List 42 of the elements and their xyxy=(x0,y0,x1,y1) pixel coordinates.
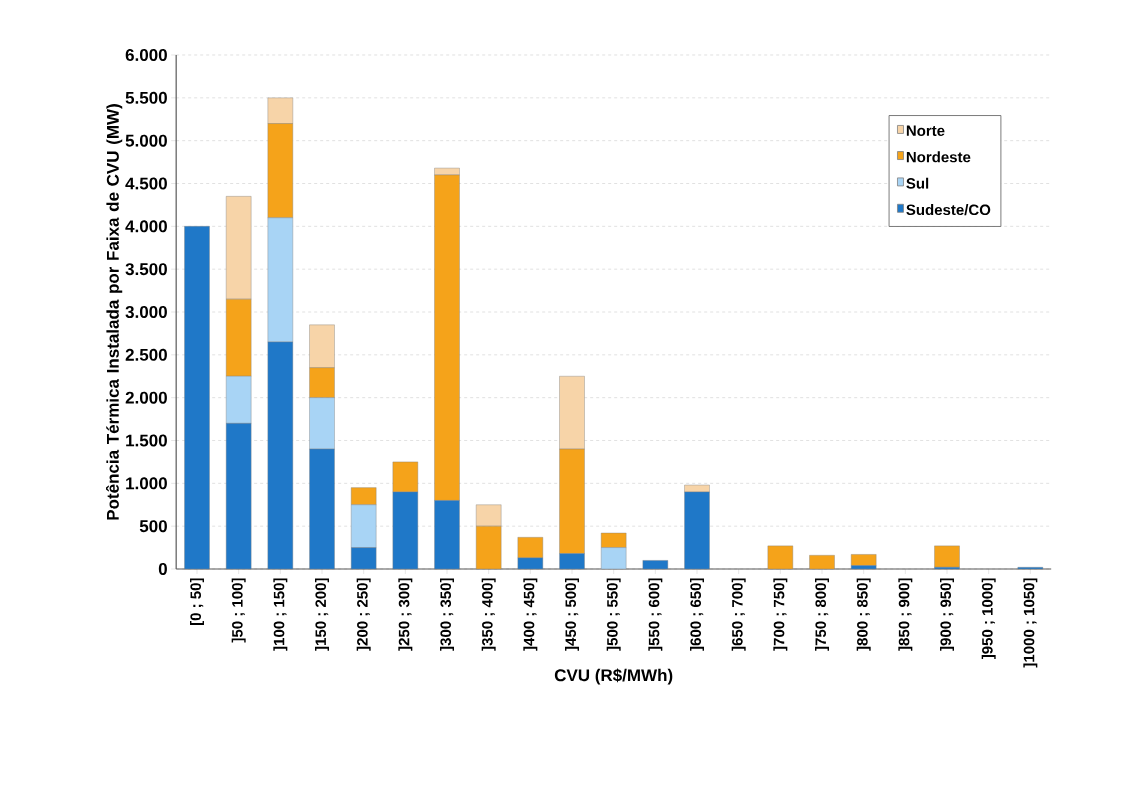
y-tick-label: 5.000 xyxy=(125,134,167,147)
x-tick-label: ]500 ; 550] xyxy=(606,578,621,651)
bar xyxy=(850,554,877,566)
x-tick-label: ]750 ; 800] xyxy=(815,578,829,651)
y-tick-label: 2.000 xyxy=(125,391,167,404)
y-tick-label: 0 xyxy=(158,562,167,576)
y-tick-label: 4.000 xyxy=(125,220,167,233)
y-tick-label: 3.000 xyxy=(125,305,167,319)
legend-label: Sul xyxy=(906,177,929,189)
x-tick-label: ]100 ; 150] xyxy=(273,578,288,651)
y-tick-label: 3.500 xyxy=(125,263,167,276)
x-tick-label: [0 ; 50] xyxy=(190,578,204,626)
x-tick-label: ]950 ; 1000] xyxy=(981,578,996,660)
legend-label: Sudeste/CO xyxy=(906,204,991,216)
x-tick-label: ]350 ; 400] xyxy=(481,578,496,651)
x-tick-label: ]250 ; 300] xyxy=(398,578,413,651)
x-tick-label: ]400 ; 450] xyxy=(523,578,538,651)
x-tick-label: ]50 ; 100] xyxy=(231,578,246,643)
y-tick-label: 5.500 xyxy=(125,91,167,104)
x-tick-label: ]800 ; 850] xyxy=(856,578,871,651)
x-tick-label: ]200 ; 250] xyxy=(356,578,371,651)
x-tick-label: ]1000 ; 1050] xyxy=(1023,578,1038,668)
x-tick-label: ]450 ; 500] xyxy=(565,578,579,651)
x-tick-label: ]600 ; 650] xyxy=(690,578,704,651)
y-axis-title: Potência Térmica Instalada por Faixa de CVU (MW) xyxy=(106,104,123,520)
x-axis-title: CVU (R$/MWh) xyxy=(554,668,673,685)
x-tick-label: ]850 ; 900] xyxy=(898,578,913,651)
bar xyxy=(934,545,960,568)
y-tick-label: 4.500 xyxy=(125,177,167,190)
x-tick-label: ]900 ; 950] xyxy=(940,578,954,651)
y-tick-label: 1.500 xyxy=(126,434,167,447)
y-tick-label: 2.500 xyxy=(125,348,167,361)
x-tick-label: ]700 ; 750] xyxy=(773,578,788,651)
x-tick-label: ]550 ; 600] xyxy=(648,578,663,651)
x-tick-label: ]300 ; 350] xyxy=(440,578,454,651)
legend-label: Norte xyxy=(906,125,945,136)
y-tick-label: 6.000 xyxy=(125,48,167,62)
x-tick-label: ]650 ; 700] xyxy=(731,578,746,651)
y-tick-label: 500 xyxy=(139,520,167,533)
y-tick-label: 1.000 xyxy=(126,477,167,490)
legend-label: Nordeste xyxy=(906,151,971,163)
x-tick-label: ]150 ; 200] xyxy=(315,578,329,651)
